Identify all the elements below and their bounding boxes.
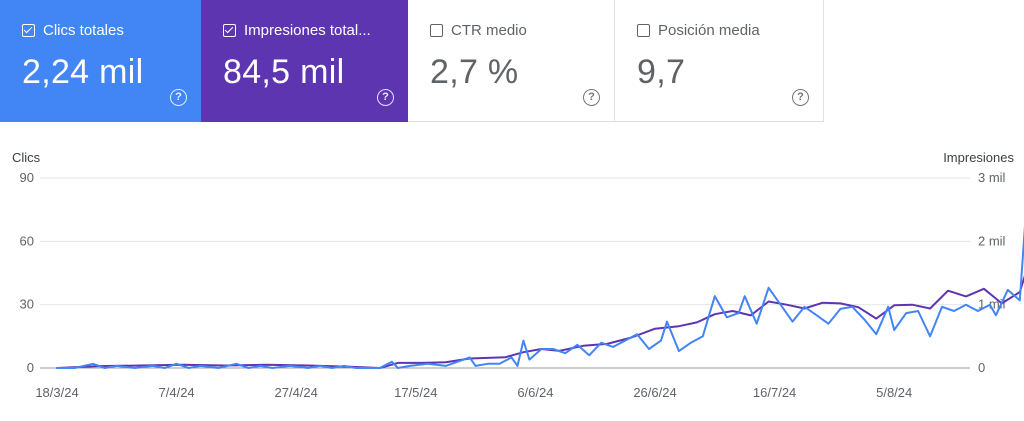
metric-value: 84,5 mil xyxy=(223,53,345,91)
metric-card-ctr[interactable]: CTR medio 2,7 % ? xyxy=(408,0,615,122)
metric-value: 2,7 % xyxy=(430,53,519,91)
x-tick-label: 27/4/24 xyxy=(275,385,318,400)
metric-label: Clics totales xyxy=(43,22,124,39)
metric-header: Clics totales xyxy=(22,22,201,39)
metric-label: Posición media xyxy=(658,22,760,39)
checkbox-unchecked-icon[interactable] xyxy=(637,24,650,37)
y-axis-left-title: Clics xyxy=(12,150,41,165)
metric-value: 9,7 xyxy=(637,53,686,91)
metric-label: Impresiones total... xyxy=(244,22,371,39)
help-circle-icon[interactable]: ? xyxy=(792,89,809,106)
metric-card-impressions[interactable]: Impresiones total... 84,5 mil ? xyxy=(201,0,408,122)
y-tick-label-right: 2 mil xyxy=(978,233,1006,248)
checkbox-checked-icon[interactable] xyxy=(22,24,35,37)
metric-value: 2,24 mil xyxy=(22,53,144,91)
series-line-clicks xyxy=(56,225,1024,369)
x-tick-label: 26/6/24 xyxy=(633,385,676,400)
help-circle-icon[interactable]: ? xyxy=(377,89,394,106)
x-tick-label: 6/6/24 xyxy=(517,385,553,400)
x-tick-label: 7/4/24 xyxy=(159,385,195,400)
y-tick-label-right: 3 mil xyxy=(978,170,1006,185)
metric-card-position[interactable]: Posición media 9,7 ? xyxy=(615,0,824,122)
x-tick-label: 17/5/24 xyxy=(394,385,437,400)
y-tick-label-left: 30 xyxy=(20,297,34,312)
y-tick-label-left: 60 xyxy=(20,233,34,248)
x-tick-label: 18/3/24 xyxy=(35,385,78,400)
metric-header: Impresiones total... xyxy=(223,22,408,39)
checkbox-checked-icon[interactable] xyxy=(223,24,236,37)
help-circle-icon[interactable]: ? xyxy=(170,89,187,106)
metric-label: CTR medio xyxy=(451,22,527,39)
series-line-impressions xyxy=(56,275,1024,369)
x-tick-label: 5/8/24 xyxy=(876,385,912,400)
help-circle-icon[interactable]: ? xyxy=(583,89,600,106)
metric-header: Posición media xyxy=(637,22,823,39)
metric-card-clicks[interactable]: Clics totales 2,24 mil ? xyxy=(0,0,201,122)
y-tick-label-right: 0 xyxy=(978,360,985,375)
metric-header: CTR medio xyxy=(430,22,614,39)
metric-cards: Clics totales 2,24 mil ? Impresiones tot… xyxy=(0,0,824,122)
y-tick-label-left: 0 xyxy=(27,360,34,375)
y-axis-right-title: Impresiones xyxy=(943,150,1014,165)
y-tick-label-left: 90 xyxy=(20,170,34,185)
checkbox-unchecked-icon[interactable] xyxy=(430,24,443,37)
x-tick-label: 16/7/24 xyxy=(753,385,796,400)
